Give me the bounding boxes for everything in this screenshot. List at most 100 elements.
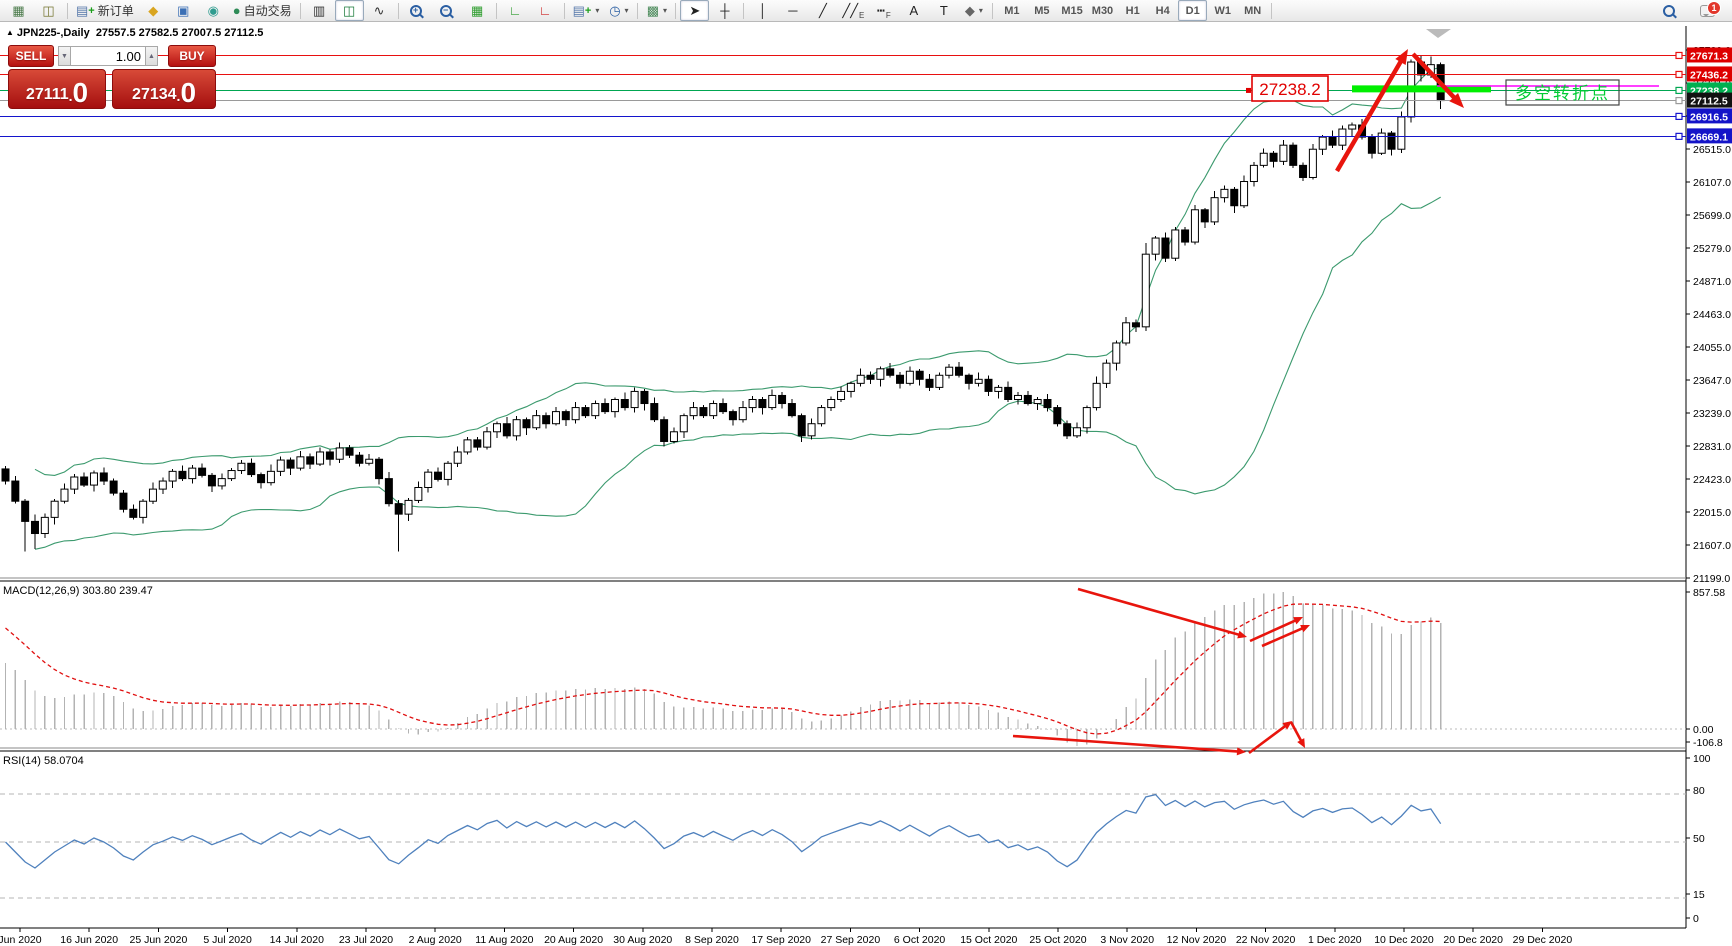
svg-text:27436.2: 27436.2 (1690, 69, 1728, 81)
note-box (1505, 79, 1620, 106)
new-subwindow-down-button[interactable]: ∟ (531, 0, 560, 21)
timeframe-d1-button[interactable]: D1 (1178, 0, 1208, 21)
add-indicator-button[interactable]: ▤ + ▾ (569, 0, 604, 21)
crosshair-button[interactable]: ┼ (710, 0, 739, 21)
macd-signal-line (5, 603, 1441, 735)
chart-ohlc: 27557.5 27582.5 27007.5 27112.5 (95, 27, 264, 39)
tile-windows-button[interactable]: ▦ (463, 0, 492, 21)
svg-text:3 Nov 2020: 3 Nov 2020 (1100, 934, 1154, 946)
note-box-label: 多空转折点 (1515, 84, 1610, 103)
notification-badge: 1 (1707, 0, 1721, 15)
volume-decrease-button[interactable]: ▼ (58, 46, 71, 66)
new-order-button-label: 新订单 (97, 4, 134, 18)
zoom-out-button-icon: − (439, 4, 452, 17)
svg-text:22 Nov 2020: 22 Nov 2020 (1236, 934, 1296, 946)
timeframe-label: MN (1244, 4, 1262, 17)
horizontal-line-button[interactable]: ─ (778, 0, 807, 21)
channel-button[interactable]: ╱╱ E (838, 0, 868, 21)
autotrading-button[interactable]: ● 自动交易 (229, 0, 296, 21)
svg-text:20 Aug 2020: 20 Aug 2020 (544, 934, 603, 946)
vertical-line-button[interactable]: │ (748, 0, 777, 21)
cursor-button[interactable]: ➤ (680, 0, 710, 21)
toolbar-separator (675, 2, 677, 19)
svg-text:12 Nov 2020: 12 Nov 2020 (1167, 934, 1227, 946)
timeframe-h4-button[interactable]: H4 (1148, 0, 1177, 21)
new-chart-button[interactable]: ▦ (4, 0, 33, 21)
toolbar-separator (397, 2, 399, 19)
new-order-button[interactable]: ▤ + 新订单 (72, 0, 138, 21)
periods-button[interactable]: ◷ ▾ (604, 0, 633, 21)
svg-text:23239.0: 23239.0 (1693, 408, 1731, 420)
sell-price-pips: 0 (72, 77, 89, 108)
timeframe-m1-button[interactable]: M1 (997, 0, 1026, 21)
timeframe-m5-button[interactable]: M5 (1027, 0, 1056, 21)
trend-arrow-head (1282, 721, 1292, 730)
price-callout-box (1251, 75, 1329, 102)
new-order-button-icon: ▤ (76, 3, 89, 18)
sell-price-tile[interactable]: 27111. 0 (8, 69, 107, 109)
text-label-button[interactable]: T (929, 0, 958, 21)
new-subwindow-up-button[interactable]: ∟ (501, 0, 530, 21)
new-subwindow-down-button-icon: ∟ (538, 3, 552, 18)
zoom-in-button-icon: + (409, 4, 422, 17)
timeframe-label: M5 (1034, 4, 1050, 17)
bar-chart-button-icon: ▥ (312, 3, 326, 18)
signals-icon[interactable]: ◉ (199, 0, 228, 21)
svg-text:30 Aug 2020: 30 Aug 2020 (613, 934, 672, 946)
market-icon-icon: ◆ (148, 3, 159, 18)
svg-text:25 Jun 2020: 25 Jun 2020 (129, 934, 187, 946)
horizontal-line-button-icon: ─ (788, 3, 798, 18)
timeframe-label: H4 (1155, 4, 1170, 17)
timeframe-label: M30 (1091, 4, 1114, 17)
trendline-button[interactable]: ╱ (808, 0, 837, 21)
svg-text:20 Dec 2020: 20 Dec 2020 (1443, 934, 1503, 946)
svg-text:22831.0: 22831.0 (1693, 441, 1731, 453)
sell-button[interactable]: SELL (8, 45, 54, 67)
zoom-in-button[interactable]: + (403, 0, 432, 21)
svg-text:1 Dec 2020: 1 Dec 2020 (1308, 934, 1362, 946)
buy-price-tile[interactable]: 27134. 0 (112, 69, 216, 109)
timeframe-mn-button[interactable]: MN (1238, 0, 1267, 21)
code-editor-icon[interactable]: ▣ (169, 0, 198, 21)
zoom-out-button[interactable]: − (433, 0, 462, 21)
buy-button[interactable]: BUY (168, 45, 216, 67)
timeframe-h1-button[interactable]: H1 (1118, 0, 1147, 21)
bar-chart-button[interactable]: ▥ (305, 0, 334, 21)
toolbar-separator (637, 2, 639, 19)
svg-text:27238.2: 27238.2 (1259, 80, 1320, 99)
svg-text:23 Jul 2020: 23 Jul 2020 (339, 934, 393, 946)
timeframe-m15-button[interactable]: M15 (1057, 0, 1086, 21)
toolbar-separator (1271, 2, 1273, 19)
search-button[interactable] (1656, 0, 1685, 21)
dropdown-arrow-icon[interactable]: ▾ (978, 6, 983, 15)
svg-text:15: 15 (1693, 889, 1705, 901)
dropdown-arrow-icon[interactable]: ▾ (595, 6, 600, 15)
dropdown-arrow-icon[interactable]: ▾ (624, 6, 629, 15)
notifications-button[interactable]: 1 (1693, 0, 1722, 21)
collapse-icon[interactable]: ▲ (6, 28, 14, 37)
line-chart-button[interactable]: ∿ (365, 0, 394, 21)
buy-price-pips: 0 (180, 77, 197, 108)
volume-increase-button[interactable]: ▲ (145, 46, 158, 66)
buy-price-dot: . (176, 88, 181, 104)
candle-chart-button[interactable]: ◫ (334, 0, 364, 21)
dropdown-arrow-icon[interactable]: ▾ (663, 6, 668, 15)
svg-text:24055.0: 24055.0 (1693, 342, 1731, 354)
svg-text:22423.0: 22423.0 (1693, 474, 1731, 486)
timeframe-w1-button[interactable]: W1 (1208, 0, 1237, 21)
sell-price-dot: . (68, 88, 73, 104)
market-icon[interactable]: ◆ (139, 0, 168, 21)
fibonacci-button[interactable]: ┅ F (869, 0, 898, 21)
templates-button[interactable]: ▩ ▾ (642, 0, 671, 21)
text-button[interactable]: A (899, 0, 928, 21)
volume-input[interactable] (71, 46, 145, 66)
profiles-button[interactable]: ◫ (34, 0, 63, 21)
svg-text:27112.5: 27112.5 (1690, 96, 1728, 108)
timeframe-m30-button[interactable]: M30 (1088, 0, 1117, 21)
shapes-button[interactable]: ◆ ▾ (959, 0, 988, 21)
line-chart-button-icon: ∿ (373, 3, 385, 18)
svg-text:14 Jul 2020: 14 Jul 2020 (270, 934, 324, 946)
signals-icon-icon: ◉ (207, 3, 219, 18)
